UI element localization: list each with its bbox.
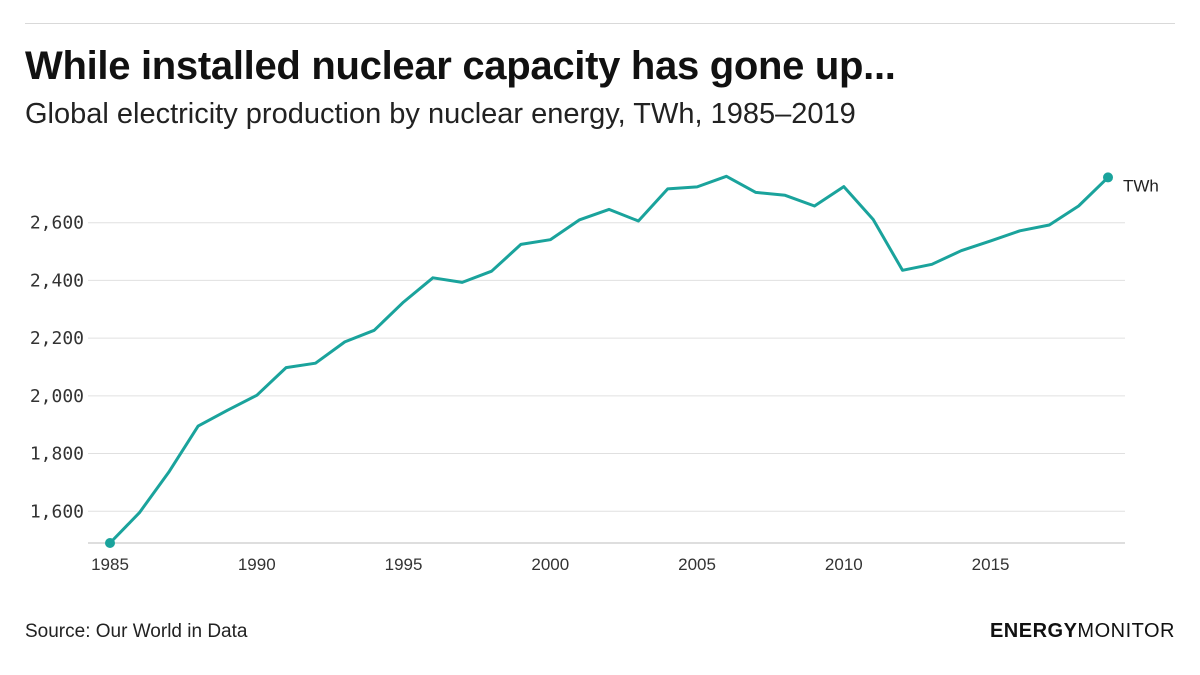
x-tick-label: 2015: [972, 555, 1010, 574]
y-axis-ticks: 1,600 1,800 2,000 2,200 2,400 2,600: [30, 213, 84, 523]
gridlines: [88, 222, 1125, 512]
x-tick-label: 1995: [385, 555, 423, 574]
logo-part-energy: ENERGY: [989, 620, 1078, 642]
y-tick-label: 2,600: [30, 213, 84, 234]
y-tick-label: 2,000: [30, 386, 84, 407]
end-point: [1103, 172, 1113, 183]
source-note: Source: Our World in Data: [25, 621, 248, 642]
y-tick-label: 2,200: [30, 328, 84, 349]
x-tick-label: 2010: [825, 555, 863, 574]
x-tick-label: 2000: [531, 555, 569, 574]
logo-part-monitor: MONITOR: [1077, 620, 1175, 642]
start-point: [105, 538, 115, 548]
series-layer: TWh: [105, 172, 1159, 548]
series-line: [108, 174, 1110, 545]
y-tick-label: 2,400: [30, 270, 84, 291]
x-tick-label: 1985: [91, 555, 129, 574]
y-tick-label: 1,600: [30, 501, 84, 522]
chart-title: While installed nuclear capacity has gon…: [25, 44, 896, 88]
x-tick-label: 2005: [678, 555, 716, 574]
energy-monitor-logo: ENERGYMONITOR: [990, 620, 1175, 643]
x-axis-ticks: 1985 1990 1995 2000 2005 2010 2015: [91, 555, 1009, 574]
series-label: TWh: [1123, 176, 1159, 195]
chart-subtitle: Global electricity production by nuclear…: [25, 98, 856, 130]
top-rule: [25, 23, 1175, 24]
y-tick-label: 1,800: [30, 444, 84, 465]
x-tick-label: 1990: [238, 555, 276, 574]
